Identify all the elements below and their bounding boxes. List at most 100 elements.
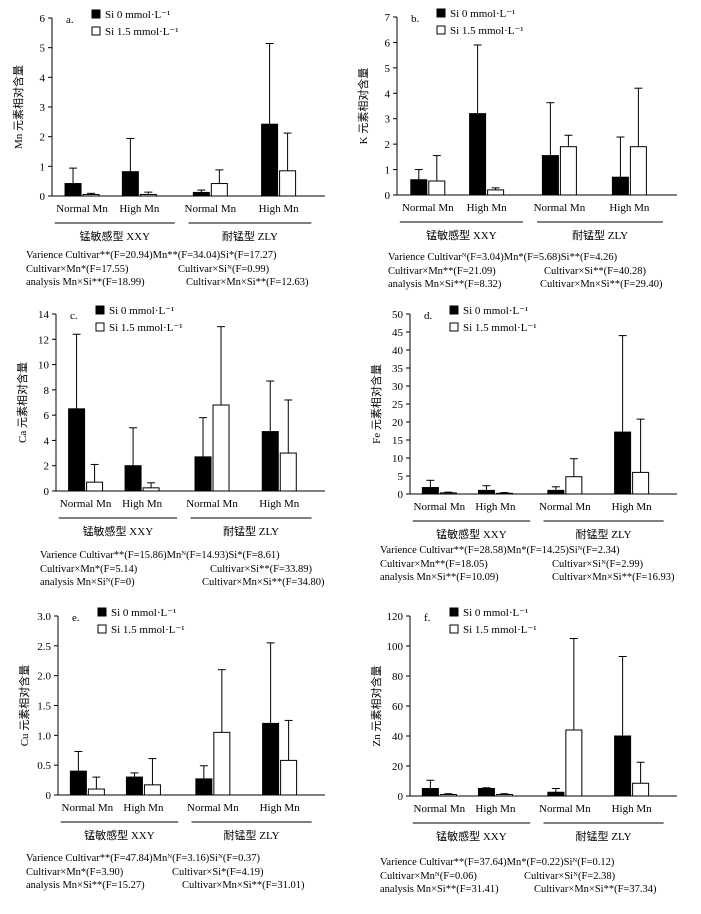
bar: [469, 113, 487, 196]
y-tick-label: 15: [392, 435, 404, 447]
y-tick-label: 6: [44, 410, 50, 422]
panel-label: c.: [70, 310, 78, 322]
category-label: Normal Mn: [414, 501, 466, 513]
y-tick-label: 0.5: [37, 760, 51, 772]
bar: [68, 408, 86, 492]
bar: [632, 471, 650, 495]
legend-swatch: [97, 624, 107, 634]
y-tick-label: 30: [392, 381, 404, 393]
y-tick-label: 2: [44, 461, 50, 473]
bar: [213, 731, 231, 796]
y-tick-label: 4: [40, 72, 46, 84]
bar: [124, 465, 142, 492]
stats-line: Cultivar×Mn×Si**(F=16.93): [552, 572, 675, 583]
y-tick-label: 7: [385, 12, 391, 24]
bar: [495, 794, 513, 797]
stats-line: Varience Cultivar**(F=20.94)Mn**(F=34.04…: [26, 250, 277, 261]
legend-label: Si 1.5 mmol·L⁻¹: [109, 322, 183, 334]
stats-line: Varience Cultivar**(F=37.64)Mn*(F=0.22)S…: [380, 857, 615, 868]
y-tick-label: 10: [38, 360, 50, 372]
y-tick-label: 1: [385, 165, 391, 177]
stats-line: Cultivar×Mn×Si**(F=12.63): [186, 277, 309, 288]
y-tick-label: 60: [392, 701, 404, 713]
legend-label: Si 0 mmol·L⁻¹: [109, 305, 174, 317]
bar: [212, 404, 230, 492]
bar: [477, 489, 495, 495]
y-axis-label: Ca 元素相对含量: [15, 362, 29, 443]
y-tick-label: 20: [392, 761, 404, 773]
legend-swatch: [95, 322, 105, 332]
legend-label: Si 0 mmol·L⁻¹: [111, 607, 176, 619]
group-label: 锰敏感型 XXY: [79, 229, 150, 243]
y-tick-label: 50: [392, 309, 404, 321]
stats-line: Cultivar×Si*(F=4.19): [172, 866, 264, 878]
stats-line: analysis Mn×Si**(F=31.41): [380, 884, 499, 895]
y-tick-label: 5: [40, 43, 46, 55]
y-tick-label: 2: [385, 139, 391, 151]
stats-line: Cultivar×Mn×Si**(F=29.40): [540, 279, 663, 290]
category-label: Normal Mn: [402, 202, 454, 214]
stats-line: Cultivar×Si**(F=33.89): [210, 563, 312, 575]
group-label: 耐锰型 ZLY: [224, 828, 280, 842]
y-tick-label: 80: [392, 671, 404, 683]
stats-line: Cultivar×Mn*(F=17.55): [26, 263, 129, 275]
bar: [477, 788, 495, 797]
legend-swatch: [97, 607, 107, 617]
chart-ca: 0 2 4 6 8 10 12 14 Ca 元素相对含量 c. Si 0 mmol·L⁻¹ Si 1.…: [15, 305, 325, 538]
category-label: High Mn: [259, 203, 300, 215]
bar: [611, 176, 629, 196]
legend-label: Si 1.5 mmol·L⁻¹: [463, 624, 537, 636]
y-tick-label: 35: [392, 363, 404, 375]
bar: [280, 759, 298, 796]
bar: [143, 784, 161, 796]
stats-line: analysis Mn×Si**(F=10.09): [380, 572, 499, 583]
y-tick-label: 1.0: [37, 730, 51, 742]
bar: [565, 729, 583, 797]
bar: [279, 170, 297, 197]
stats-line: Cultivar×Mn*(F=5.14): [40, 563, 138, 575]
group-label: 锰敏感型 XXY: [84, 828, 155, 842]
y-tick-label: 0: [385, 190, 391, 202]
y-axis-label: Fe 元素相对含量: [369, 364, 383, 444]
bar: [82, 194, 100, 197]
bar: [629, 146, 647, 196]
panel-label: e.: [72, 612, 80, 624]
panel-label: f.: [424, 612, 431, 624]
group-label: 耐锰型 ZLY: [222, 229, 278, 243]
category-label: High Mn: [612, 803, 653, 815]
bar: [439, 794, 457, 797]
y-axis-label: Zn 元素相对含量: [369, 666, 383, 747]
bar: [194, 456, 212, 492]
bar: [69, 770, 87, 796]
chart-zn: 0 20 40 60 80 100 120 Zn 元素相对含量 f. Si 0 mmol·L⁻¹ S…: [369, 607, 677, 843]
panel-mn: 0 1 2 3 4 5 6 Mn 元素相对含量 a. Si 0 mmol·L⁻¹ Si 1.5 mm…: [0, 0, 340, 300]
bar: [547, 489, 565, 495]
bar: [495, 492, 513, 495]
legend-swatch: [436, 8, 446, 18]
y-tick-label: 14: [38, 309, 50, 321]
y-tick-label: 3.0: [37, 611, 51, 623]
panel-label: a.: [66, 14, 74, 26]
y-tick-label: 0: [46, 790, 52, 802]
legend-label: Si 1.5 mmol·L⁻¹: [105, 26, 179, 38]
bar: [210, 183, 228, 197]
legend-swatch: [449, 624, 459, 634]
chart-cu: 0 0.5 1.0 1.5 2.0 2.5 3.0 Cu 元素相对含量 e. Si 0 mmol·…: [17, 607, 325, 842]
y-tick-label: 5: [398, 471, 404, 483]
category-label: Normal Mn: [414, 803, 466, 815]
y-tick-label: 3: [40, 102, 46, 114]
stats-line: analysis Mn×Si**(F=15.27): [26, 880, 145, 891]
chart-fe: 0 5 10 15 20 25 30 35 40 45 50 Fe 元素相对含量 d. Si 0 mmol…: [369, 305, 677, 541]
bar: [192, 191, 210, 197]
y-tick-label: 1.5: [37, 701, 51, 713]
bar: [125, 776, 143, 796]
bar: [121, 171, 139, 197]
stats-line: Cultivar×Mn×Si**(F=37.34): [534, 884, 657, 895]
y-tick-label: 2: [40, 132, 46, 144]
panel-label: d.: [424, 310, 433, 322]
group-label: 耐锰型 ZLY: [576, 829, 632, 843]
category-label: High Mn: [119, 203, 160, 215]
bar: [632, 782, 650, 797]
y-tick-label: 40: [392, 345, 404, 357]
bar: [86, 481, 104, 492]
